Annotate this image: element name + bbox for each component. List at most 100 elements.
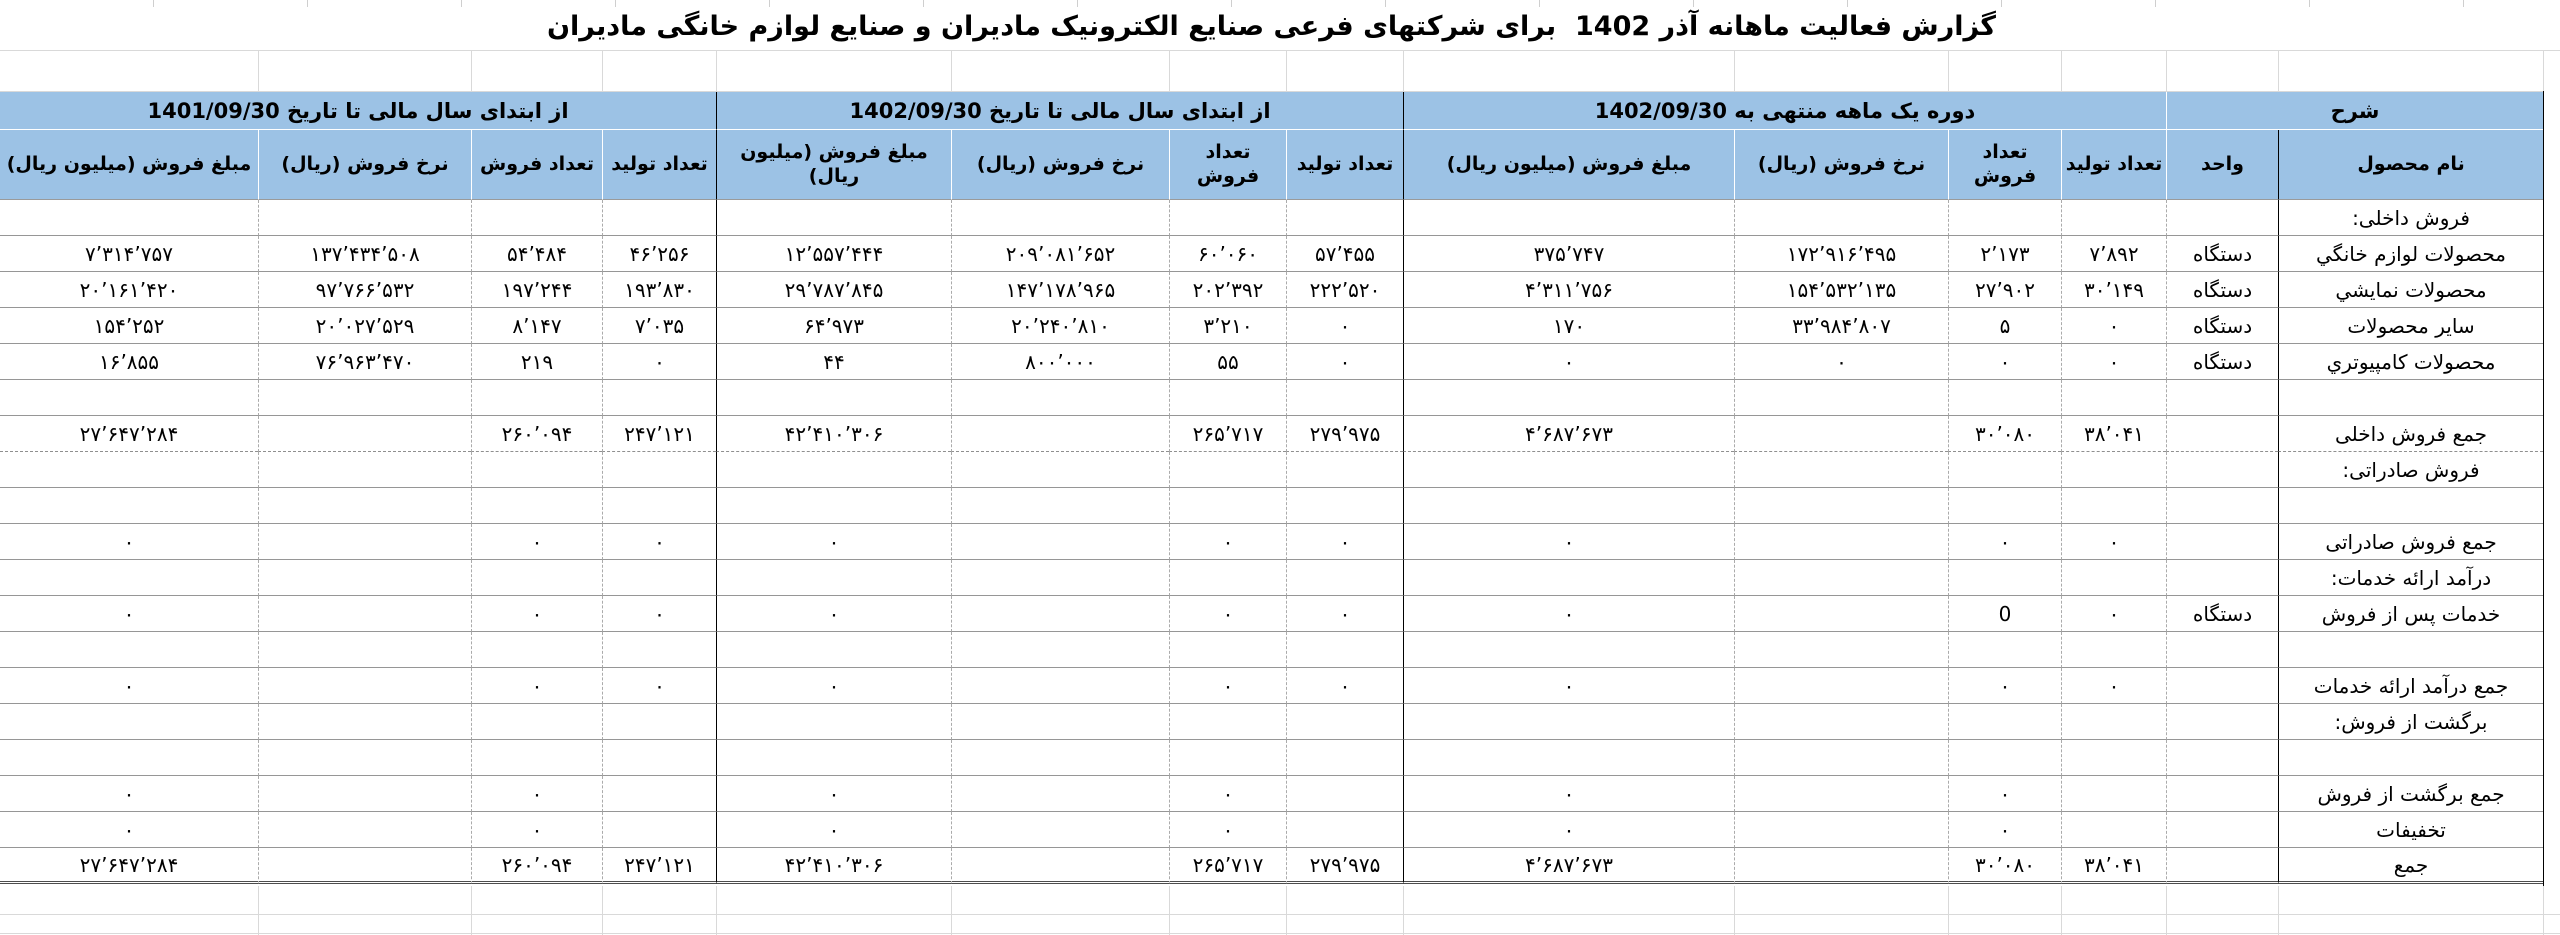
month-produced-qty-cell: ۳۸’۰۴۱ — [2061, 416, 2166, 452]
ytd-sales-rate-cell — [951, 380, 1169, 416]
prev-year-sales-rate-cell: ۷۶’۹۶۳’۴۷۰ — [258, 344, 471, 380]
ytd-sales-rate-cell — [951, 812, 1169, 848]
product-name-cell: تخفیفات — [2278, 812, 2543, 848]
month-sales-rate-cell — [1734, 200, 1948, 236]
product-name-cell: محصولات كامپيوتري — [2278, 344, 2543, 380]
ytd-sold-qty-cell — [1169, 380, 1286, 416]
ytd-sold-qty-cell: ۵۵ — [1169, 344, 1286, 380]
prev-year-sold-qty-cell — [471, 488, 602, 524]
ytd-sales-rate-cell — [951, 740, 1169, 776]
product-name-cell: خدمات پس از فروش — [2278, 596, 2543, 632]
month-sales-rate-cell: ۱۵۴’۵۳۲’۱۳۵ — [1734, 272, 1948, 308]
ytd-sales-rate-cell — [951, 704, 1169, 740]
prev-year-sold-qty-cell: ۰ — [471, 596, 602, 632]
sheet-gridline — [258, 51, 259, 93]
month-sold-qty-cell — [1948, 632, 2061, 668]
ytd-sales-rate-cell — [951, 668, 1169, 704]
month-sales-rate-cell — [1734, 848, 1948, 884]
product-name-cell: جمع — [2278, 848, 2543, 884]
unit-cell — [2166, 200, 2278, 236]
unit-cell — [2166, 452, 2278, 488]
ytd-sold-qty-cell — [1169, 200, 1286, 236]
month-sales-rate-cell — [1734, 380, 1948, 416]
prev-year-sales-amount-cell: ۱۵۴’۲۵۲ — [0, 308, 258, 344]
prev-year-produced-qty-cell — [602, 632, 716, 668]
prev-year-sales-rate-cell — [258, 740, 471, 776]
month-produced-qty-cell — [2061, 200, 2166, 236]
unit-cell — [2166, 776, 2278, 812]
ytd-sold-qty-cell: ۲۶۵’۷۱۷ — [1169, 848, 1286, 884]
ytd-produced-qty-cell: ۵۷’۴۵۵ — [1286, 236, 1403, 272]
sheet-gridline — [258, 886, 259, 935]
sheet-gridline — [2278, 886, 2279, 935]
col-header-ytd-sales-rate: نرخ فروش (ریال) — [951, 130, 1169, 200]
unit-cell: دستگاه — [2166, 308, 2278, 344]
unit-cell — [2166, 416, 2278, 452]
prev-year-produced-qty-cell — [602, 740, 716, 776]
prev-year-sales-amount-cell: ۰ — [0, 596, 258, 632]
ytd-sold-qty-cell: ۰ — [1169, 812, 1286, 848]
month-sales-rate-cell — [1734, 740, 1948, 776]
prev-year-produced-qty-cell: ۱۹۳’۸۳۰ — [602, 272, 716, 308]
ytd-sold-qty-cell: ۶۰’۰۶۰ — [1169, 236, 1286, 272]
product-name-cell: درآمد ارائه خدمات: — [2278, 560, 2543, 596]
sheet-gridline — [2166, 51, 2167, 93]
group-header-prev-year-ytd: از ابتدای سال مالی تا تاریخ 1401/09/30 — [0, 92, 716, 130]
ytd-sold-qty-cell: ۰ — [1169, 776, 1286, 812]
prev-year-sales-amount-cell: ۰ — [0, 524, 258, 560]
ytd-sales-rate-cell: ۲۰’۲۴۰’۸۱۰ — [951, 308, 1169, 344]
prev-year-sales-rate-cell — [258, 812, 471, 848]
group-header-current-ytd: از ابتدای سال مالی تا تاریخ 1402/09/30 — [716, 92, 1403, 130]
month-sold-qty-cell: ۵ — [1948, 308, 2061, 344]
month-produced-qty-cell — [2061, 704, 2166, 740]
month-sales-amount-cell: ۰ — [1403, 596, 1734, 632]
product-name-cell — [2278, 632, 2543, 668]
ytd-sales-rate-cell — [951, 560, 1169, 596]
sheet-gridline — [716, 51, 717, 93]
unit-cell — [2166, 812, 2278, 848]
prev-year-produced-qty-cell — [602, 452, 716, 488]
sheet-gridline — [602, 886, 603, 935]
sheet-gridline — [602, 51, 603, 93]
sheet-gridline — [2166, 886, 2167, 935]
month-sold-qty-cell: ۰ — [1948, 524, 2061, 560]
month-produced-qty-cell: ۰ — [2061, 524, 2166, 560]
table-right-border — [2543, 91, 2544, 886]
month-produced-qty-cell — [2061, 380, 2166, 416]
sheet-gridline — [471, 886, 472, 935]
prev-year-sales-amount-cell — [0, 200, 258, 236]
sheet-gridline — [1403, 886, 1404, 935]
prev-year-sold-qty-cell — [471, 200, 602, 236]
unit-cell — [2166, 560, 2278, 596]
prev-year-sales-amount-cell: ۲۷’۶۴۷’۲۸۴ — [0, 416, 258, 452]
month-sales-amount-cell: ۱۷۰ — [1403, 308, 1734, 344]
month-produced-qty-cell: ۰ — [2061, 344, 2166, 380]
col-header-month-sold-qty: تعداد فروش — [1948, 130, 2061, 200]
product-name-cell: جمع فروش صادراتی — [2278, 524, 2543, 560]
ytd-sales-amount-cell: ۶۴’۹۷۳ — [716, 308, 951, 344]
col-header-prev-produced-qty: تعداد تولید — [602, 130, 716, 200]
prev-year-sold-qty-cell: ۰ — [471, 776, 602, 812]
prev-year-sold-qty-cell: ۲۶۰’۰۹۴ — [471, 416, 602, 452]
ytd-sold-qty-cell: ۰ — [1169, 524, 1286, 560]
unit-cell — [2166, 632, 2278, 668]
prev-year-sold-qty-cell: ۸’۱۴۷ — [471, 308, 602, 344]
ytd-sales-rate-cell: ۲۰۹’۰۸۱’۶۵۲ — [951, 236, 1169, 272]
prev-year-sold-qty-cell: ۰ — [471, 668, 602, 704]
prev-year-sales-rate-cell — [258, 632, 471, 668]
ytd-sales-rate-cell: ۸۰۰’۰۰۰ — [951, 344, 1169, 380]
product-name-cell: فروش داخلی: — [2278, 200, 2543, 236]
ytd-produced-qty-cell: ۰ — [1286, 668, 1403, 704]
month-sales-rate-cell — [1734, 812, 1948, 848]
month-sales-amount-cell: ۰ — [1403, 776, 1734, 812]
ytd-sales-amount-cell — [716, 452, 951, 488]
ytd-produced-qty-cell — [1286, 560, 1403, 596]
prev-year-produced-qty-cell — [602, 812, 716, 848]
col-header-prev-sold-qty: تعداد فروش — [471, 130, 602, 200]
ytd-sales-amount-cell — [716, 632, 951, 668]
prev-year-produced-qty-cell — [602, 488, 716, 524]
month-sales-rate-cell — [1734, 416, 1948, 452]
month-sold-qty-cell: ۰ — [1948, 776, 2061, 812]
unit-cell: دستگاه — [2166, 596, 2278, 632]
month-sales-amount-cell — [1403, 380, 1734, 416]
